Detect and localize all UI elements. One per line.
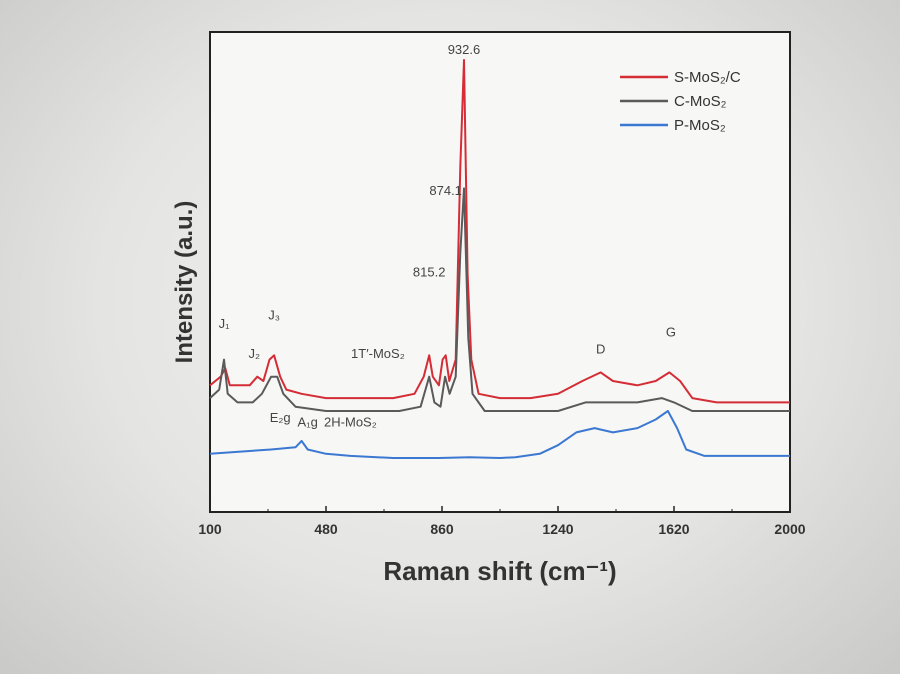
- series-line-0: [209, 59, 790, 404]
- plot-area: [209, 31, 791, 513]
- series-line-1: [209, 187, 790, 412]
- annotation-label: 874.1: [429, 183, 462, 198]
- x-axis-title: Raman shift (cm⁻¹): [383, 556, 616, 586]
- annotation-label: 932.6: [448, 42, 481, 57]
- x-tick-label: 860: [430, 521, 454, 537]
- annotation-label: E₂g: [270, 410, 291, 425]
- annotation-label: 1T′-MoS₂: [351, 346, 405, 361]
- y-axis-title: Intensity (a.u.): [171, 201, 198, 364]
- x-tick-label: 480: [314, 521, 338, 537]
- annotation-label: 815.2: [413, 265, 446, 280]
- annotation-label: 2H-MoS₂: [324, 414, 377, 429]
- x-tick-label: 2000: [774, 521, 805, 537]
- annotation-label: J₂: [248, 346, 260, 361]
- annotation-label: G: [666, 324, 676, 339]
- legend-label: S-MoS₂/C: [674, 69, 741, 86]
- x-tick-label: 1240: [542, 521, 573, 537]
- x-tick-label: 1620: [658, 521, 689, 537]
- legend-label: P-MoS₂: [674, 117, 726, 134]
- x-tick-label: 100: [198, 521, 222, 537]
- annotation-label: A₁g: [298, 414, 318, 429]
- annotation-label: D: [596, 342, 605, 357]
- series-line-2: [209, 410, 790, 459]
- annotation-label: J₃: [268, 307, 280, 322]
- legend-label: C-MoS₂: [674, 93, 727, 110]
- annotation-label: J₁: [219, 316, 231, 331]
